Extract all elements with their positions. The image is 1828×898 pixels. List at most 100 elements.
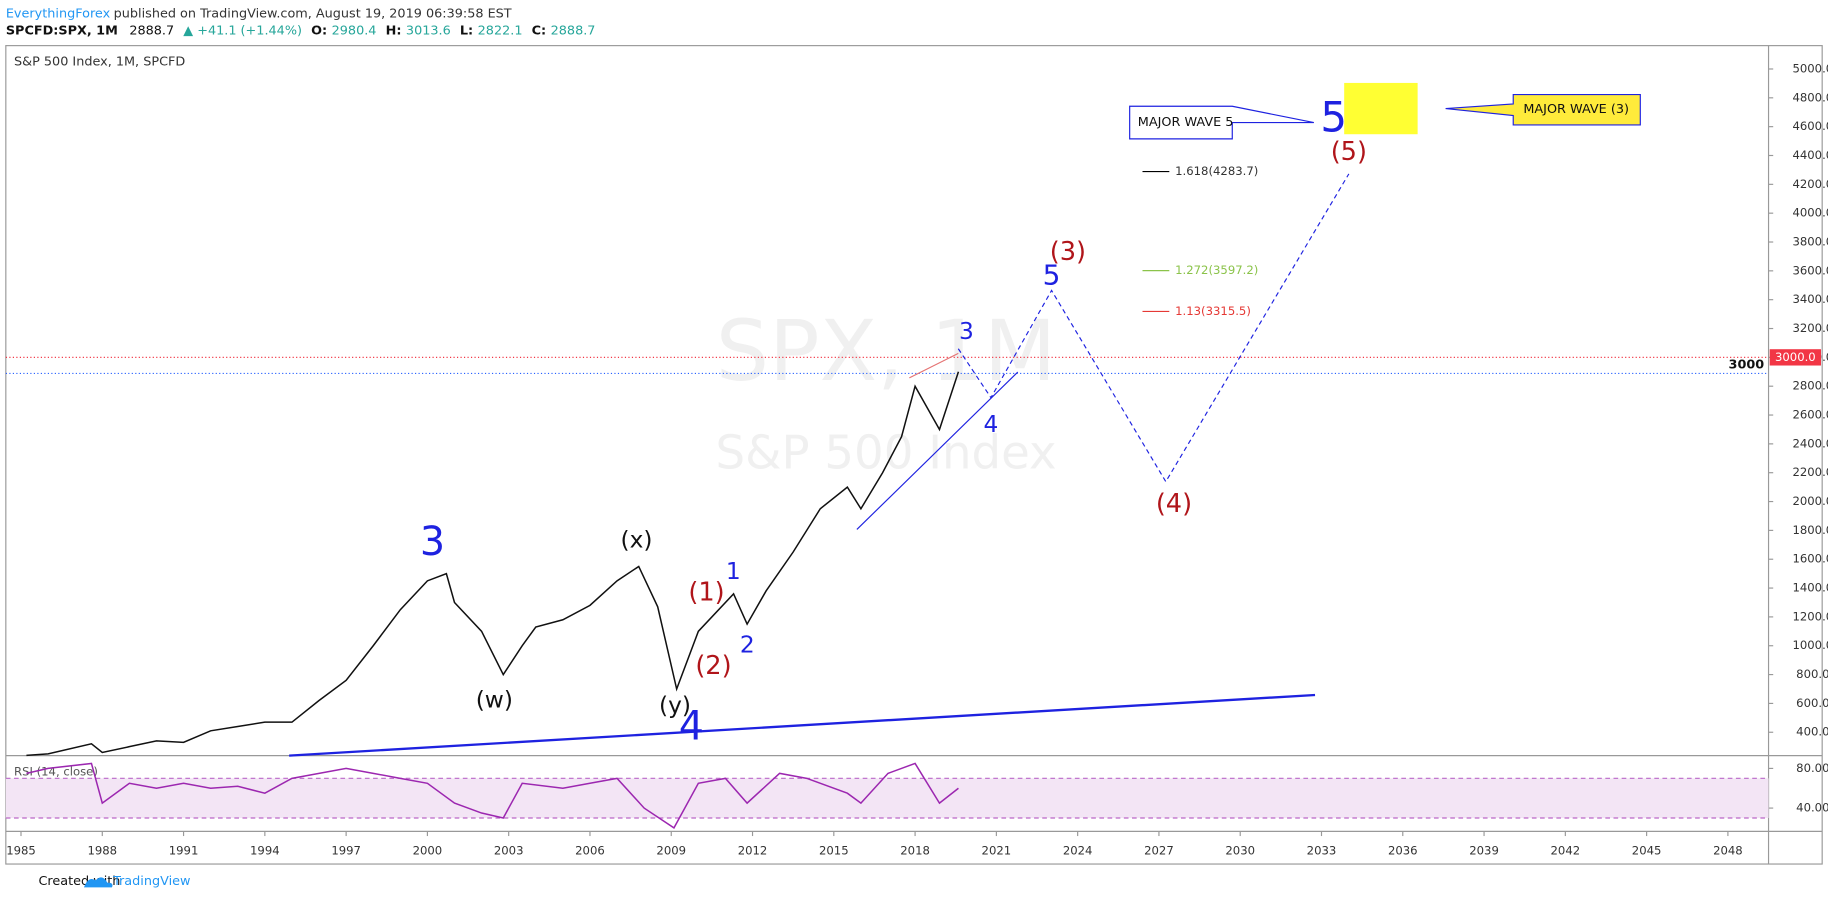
y-tick-label: 1400.0 xyxy=(1792,581,1828,595)
close-label: C: xyxy=(532,23,547,38)
y-tick-label: 1600.0 xyxy=(1792,552,1828,566)
wave-label: 1 xyxy=(726,558,741,585)
y-tick-label: 2600.0 xyxy=(1792,408,1828,422)
price-label: 3000.0 xyxy=(1775,350,1816,364)
x-tick-label: 2039 xyxy=(1469,844,1499,858)
y-tick-label: 4800.0 xyxy=(1792,90,1828,104)
y-tick-label: 800.0 xyxy=(1796,667,1828,681)
fib-label: 1.13(3315.5) xyxy=(1175,304,1251,318)
x-tick-label: 2024 xyxy=(1063,844,1093,858)
y-tick-label: 600.0 xyxy=(1796,696,1828,710)
channel-top xyxy=(909,352,959,379)
callout-text: MAJOR WAVE (3) xyxy=(1523,102,1629,117)
callout-text: MAJOR WAVE 5 xyxy=(1138,115,1234,130)
low-label: L: xyxy=(460,23,473,38)
high-label: H: xyxy=(386,23,402,38)
x-tick-label: 1997 xyxy=(331,844,361,858)
x-tick-label: 2048 xyxy=(1713,844,1743,858)
y-tick-label: 1000.0 xyxy=(1792,638,1828,652)
y-tick-label: 4000.0 xyxy=(1792,206,1828,220)
y-tick-label: 80.00 xyxy=(1796,761,1828,775)
wave-label: (w) xyxy=(476,686,513,713)
change: ▲ +41.1 (+1.44%) xyxy=(183,23,302,38)
last: 2888.7 xyxy=(129,23,174,38)
wave-label: (3) xyxy=(1050,237,1086,267)
x-tick-label: 1988 xyxy=(87,844,117,858)
wave-label: (4) xyxy=(1156,489,1192,519)
author[interactable]: EverythingForex xyxy=(6,7,111,22)
x-tick-label: 1985 xyxy=(6,844,36,858)
y-tick-label: 4600.0 xyxy=(1792,119,1828,133)
plot: 400.0 600.0 800.0 1000.0 1200.0 1400.0 1600.0 1… xyxy=(5,61,1828,858)
series-line xyxy=(26,371,960,757)
watermark-name: S&P 500 Index xyxy=(715,425,1056,479)
y-tick-label: 2200.0 xyxy=(1792,465,1828,479)
wave-label: (x) xyxy=(621,527,653,554)
series-line xyxy=(26,762,959,830)
quote-line: SPCFD:SPX, 1M 2888.7 ▲ +41.1 (+1.44%) O:… xyxy=(6,23,596,38)
y-tick-label: 4400.0 xyxy=(1792,148,1828,162)
rsi-title: RSI (14, close) xyxy=(14,764,98,778)
published: published on TradingView.com, August 19,… xyxy=(114,7,512,22)
open: 2980.4 xyxy=(332,23,377,38)
wave-label: 3 xyxy=(959,318,974,345)
wave-label: 4 xyxy=(984,411,999,438)
rsi-band xyxy=(5,778,1769,818)
y-tick-label: 1200.0 xyxy=(1792,609,1828,623)
x-tick-label: 2006 xyxy=(575,844,605,858)
y-tick-label: 2800.0 xyxy=(1792,379,1828,393)
footer-brand[interactable]: TradingView xyxy=(112,874,190,889)
wave-label: 3000 xyxy=(1729,358,1765,373)
wave-label: 4 xyxy=(679,703,704,749)
low: 2822.1 xyxy=(478,23,523,38)
x-tick-label: 2015 xyxy=(819,844,849,858)
wave-label: (5) xyxy=(1331,137,1367,167)
y-tick-label: 3400.0 xyxy=(1792,292,1828,306)
close: 2888.7 xyxy=(551,23,596,38)
y-tick-label: 1800.0 xyxy=(1792,523,1828,537)
x-tick-label: 2036 xyxy=(1388,844,1418,858)
x-tick-label: 2030 xyxy=(1225,844,1255,858)
x-tick-label: 2045 xyxy=(1632,844,1662,858)
symbol: SPCFD:SPX, 1M xyxy=(6,23,118,38)
high: 3013.6 xyxy=(406,23,451,38)
x-tick-label: 1991 xyxy=(169,844,199,858)
x-tick-label: 2000 xyxy=(413,844,443,858)
frame xyxy=(5,45,1823,865)
watermark-symbol: SPX, 1M xyxy=(716,302,1057,400)
highlight xyxy=(1344,82,1418,135)
y-tick-label: 3200.0 xyxy=(1792,321,1828,335)
y-tick-label: 3800.0 xyxy=(1792,235,1828,249)
x-tick-label: 2033 xyxy=(1307,844,1337,858)
chart-title: S&P 500 Index, 1M, SPCFD xyxy=(14,54,185,69)
wave-label: 5 xyxy=(1043,258,1061,291)
projection xyxy=(957,173,1350,483)
fib-label: 1.272(3597.2) xyxy=(1175,263,1258,277)
x-tick-label: 2018 xyxy=(900,844,930,858)
open-label: O: xyxy=(311,23,327,38)
callout-box xyxy=(1129,105,1314,140)
wave-label: 2 xyxy=(740,632,755,659)
logo xyxy=(83,877,113,888)
wave-label: (y) xyxy=(659,692,691,719)
price-label-box xyxy=(1769,349,1822,366)
y-tick-label: 4200.0 xyxy=(1792,177,1828,191)
x-tick-label: 2012 xyxy=(738,844,768,858)
x-tick-label: 2042 xyxy=(1551,844,1581,858)
y-tick-label: 5000.0 xyxy=(1792,61,1828,75)
x-tick-label: 2003 xyxy=(494,844,524,858)
wave-label: (2) xyxy=(695,651,731,681)
wave-label: 5 xyxy=(1320,93,1347,142)
callout-box xyxy=(1445,94,1641,126)
x-tick-label: 2009 xyxy=(656,844,686,858)
y-tick-label: 3600.0 xyxy=(1792,263,1828,277)
fib-label: 1.618(4283.7) xyxy=(1175,164,1258,178)
y-tick-label: 400.0 xyxy=(1796,725,1828,739)
wave-label: 3 xyxy=(420,519,445,565)
x-tick-label: 1994 xyxy=(250,844,280,858)
y-tick-label: 2400.0 xyxy=(1792,436,1828,450)
x-tick-label: 2027 xyxy=(1144,844,1174,858)
trendline xyxy=(289,693,1316,757)
y-tick-label: 2000.0 xyxy=(1792,494,1828,508)
